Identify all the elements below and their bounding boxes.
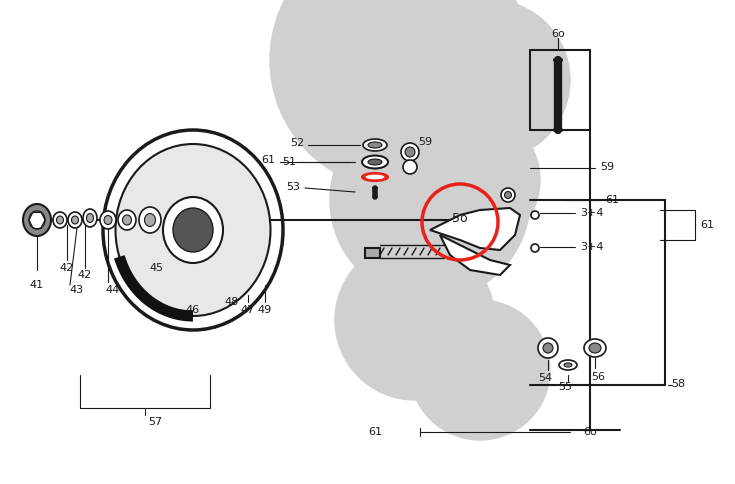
Ellipse shape xyxy=(559,360,577,370)
Text: 54: 54 xyxy=(538,373,552,383)
Text: 6o: 6o xyxy=(583,427,597,437)
Ellipse shape xyxy=(103,130,283,330)
Text: 3+4: 3+4 xyxy=(580,208,603,218)
Ellipse shape xyxy=(118,210,136,230)
Ellipse shape xyxy=(589,343,601,353)
Ellipse shape xyxy=(87,213,93,223)
Text: 3+4: 3+4 xyxy=(580,242,603,252)
Ellipse shape xyxy=(405,147,415,157)
Ellipse shape xyxy=(145,213,156,227)
Ellipse shape xyxy=(53,212,67,228)
Ellipse shape xyxy=(57,216,63,224)
Ellipse shape xyxy=(71,216,79,224)
Circle shape xyxy=(410,300,550,440)
Ellipse shape xyxy=(401,143,419,161)
Ellipse shape xyxy=(139,207,161,233)
Ellipse shape xyxy=(584,339,606,357)
Text: 52: 52 xyxy=(290,138,304,148)
Ellipse shape xyxy=(123,215,132,225)
Bar xyxy=(365,248,380,258)
Text: 53: 53 xyxy=(286,182,300,192)
Text: 59: 59 xyxy=(600,162,614,172)
Circle shape xyxy=(400,110,540,250)
Text: 45: 45 xyxy=(150,263,164,273)
Text: 42: 42 xyxy=(78,270,92,280)
Ellipse shape xyxy=(504,192,512,198)
Ellipse shape xyxy=(363,139,387,151)
Ellipse shape xyxy=(501,188,515,202)
Ellipse shape xyxy=(538,338,558,358)
Ellipse shape xyxy=(368,159,382,165)
Text: 48: 48 xyxy=(225,297,239,307)
Text: 61: 61 xyxy=(368,427,382,437)
Circle shape xyxy=(270,0,530,190)
Ellipse shape xyxy=(104,215,112,225)
Text: 61: 61 xyxy=(261,155,275,165)
Ellipse shape xyxy=(100,211,116,229)
Ellipse shape xyxy=(368,142,382,148)
Text: 56: 56 xyxy=(591,372,605,382)
Circle shape xyxy=(410,0,570,160)
Ellipse shape xyxy=(362,155,388,168)
Ellipse shape xyxy=(403,160,417,174)
Text: 44: 44 xyxy=(106,285,120,295)
Circle shape xyxy=(335,240,495,400)
Text: 41: 41 xyxy=(30,280,44,290)
Text: 5o: 5o xyxy=(452,212,467,225)
Ellipse shape xyxy=(115,144,270,316)
Circle shape xyxy=(330,100,530,300)
Ellipse shape xyxy=(163,197,223,263)
Ellipse shape xyxy=(366,175,384,179)
Text: 61: 61 xyxy=(605,195,619,205)
Ellipse shape xyxy=(23,204,51,236)
Ellipse shape xyxy=(68,212,82,228)
Ellipse shape xyxy=(173,208,213,252)
Ellipse shape xyxy=(564,363,572,367)
Text: 46: 46 xyxy=(186,305,200,315)
Ellipse shape xyxy=(83,209,97,227)
Polygon shape xyxy=(440,235,510,275)
Text: 51: 51 xyxy=(282,157,296,167)
Text: 47: 47 xyxy=(241,305,255,315)
Text: 55: 55 xyxy=(558,382,572,392)
Ellipse shape xyxy=(531,244,539,252)
Text: 57: 57 xyxy=(148,417,162,427)
Ellipse shape xyxy=(362,173,388,181)
Text: 43: 43 xyxy=(70,285,84,295)
Text: 61: 61 xyxy=(700,220,714,230)
Text: 49: 49 xyxy=(258,305,272,315)
Text: 42: 42 xyxy=(60,263,74,273)
Ellipse shape xyxy=(531,211,539,219)
Text: 58: 58 xyxy=(671,379,685,389)
Text: 6o: 6o xyxy=(551,29,565,39)
Ellipse shape xyxy=(29,211,45,229)
Polygon shape xyxy=(430,208,520,250)
Text: 59: 59 xyxy=(418,137,432,147)
Ellipse shape xyxy=(543,343,553,353)
